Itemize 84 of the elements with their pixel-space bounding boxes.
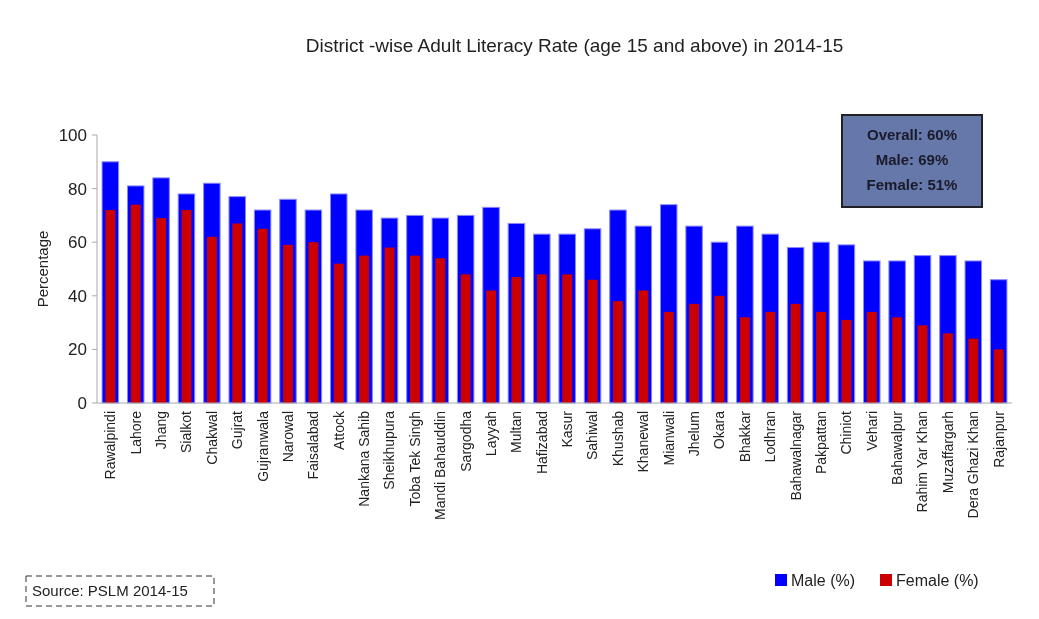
x-tick-label: Vehari — [863, 411, 880, 451]
bar — [866, 311, 877, 403]
x-tick-label: Gujrat — [229, 410, 246, 450]
bar — [486, 290, 496, 403]
y-tick-label: 100 — [58, 125, 87, 145]
bar — [536, 274, 547, 403]
bar — [257, 228, 268, 403]
bar — [765, 311, 776, 403]
x-tick-label: Sargodha — [457, 410, 474, 472]
x-tick-label: Pakpattan — [812, 411, 829, 475]
bar — [409, 255, 420, 403]
source-note: Source: PSLM 2014-15 — [32, 582, 188, 600]
bar — [993, 349, 1004, 403]
bar — [359, 255, 370, 403]
x-tick-label: Jhelum — [686, 411, 702, 457]
bar — [333, 263, 344, 403]
x-tick-label: Bahawalnagar — [787, 410, 804, 501]
bar — [739, 317, 750, 403]
bar — [714, 295, 725, 403]
x-tick-label: Gujranwala — [254, 410, 271, 482]
bar — [308, 242, 319, 403]
x-tick-label: Sheikhupura — [381, 410, 398, 490]
x-tick-label: Jhang — [152, 411, 169, 450]
bar — [613, 301, 623, 403]
x-tick-label: Faisalabad — [305, 411, 322, 480]
x-tick-label: Mandi Bahauddin — [432, 411, 449, 520]
bar — [917, 325, 928, 403]
y-axis-title: Percentage — [34, 230, 51, 308]
bar — [181, 210, 192, 403]
bar — [130, 204, 141, 403]
bar — [816, 311, 826, 403]
bar — [511, 277, 522, 403]
x-tick-label: Nankana Sahib — [356, 410, 373, 507]
bar — [105, 210, 116, 403]
x-tick-label: Muzaffargarh — [939, 411, 956, 494]
bar — [435, 258, 446, 403]
x-tick-label: Lahore — [127, 410, 144, 455]
bar — [968, 338, 979, 403]
x-tick-label: Dera Ghazi Khan — [965, 411, 982, 519]
bar — [942, 333, 953, 403]
x-tick-label: Layyah — [482, 411, 499, 457]
y-tick-label: 40 — [68, 286, 87, 306]
x-tick-label: Rahim Yar Khan — [914, 411, 931, 513]
x-tick-label: Okara — [711, 410, 728, 450]
bar — [663, 311, 674, 403]
x-tick-label: Bhakkar — [736, 410, 753, 463]
x-tick-label: Sahiwal — [584, 411, 601, 461]
annotation: Overall: 60% Male: 69% Female: 51% — [866, 126, 958, 193]
bar — [892, 317, 903, 403]
bar — [232, 223, 243, 403]
bar — [790, 303, 801, 403]
bar — [384, 247, 395, 403]
y-tick-label: 20 — [68, 340, 87, 360]
y-tick-label: 0 — [77, 393, 87, 413]
bar — [841, 319, 852, 403]
x-tick-label: Kasur — [559, 410, 576, 448]
x-tick-label: Rajanpur — [990, 410, 1007, 468]
bar — [562, 274, 573, 403]
y-tick-label: 60 — [68, 233, 87, 253]
x-tick-label: Bahawalpur — [889, 410, 906, 485]
x-tick-label: Rawalpindi — [102, 411, 119, 480]
bar — [689, 303, 700, 403]
x-tick-label: Lodhran — [762, 411, 779, 463]
x-tick-label: Attock — [330, 410, 347, 450]
bar — [283, 244, 293, 403]
x-tick-label: Sialkot — [178, 410, 195, 454]
x-tick-label: Mianwali — [660, 411, 677, 466]
bar — [156, 218, 167, 403]
x-tick-label: Chakwal — [203, 411, 220, 465]
bar — [638, 290, 649, 403]
chart-title: District -wise Adult Literacy Rate (age 15 and above) in 2014-15 — [305, 35, 844, 56]
x-tick-label: Toba Tek Singh — [406, 411, 423, 507]
y-tick-label: 80 — [68, 179, 87, 199]
x-tick-label: Narowal — [279, 411, 296, 463]
bar — [587, 279, 598, 403]
bar — [460, 274, 471, 403]
bar — [206, 236, 217, 403]
x-tick-label: Chiniot — [838, 410, 855, 455]
x-tick-label: Khanewal — [635, 411, 652, 473]
legend-label: Female (%) — [896, 571, 979, 589]
x-tick-label: Multan — [508, 411, 525, 454]
legend-label: Male (%) — [791, 571, 856, 589]
x-tick-label: Khushab — [609, 410, 626, 467]
x-tick-label: Hafizabad — [533, 411, 550, 475]
